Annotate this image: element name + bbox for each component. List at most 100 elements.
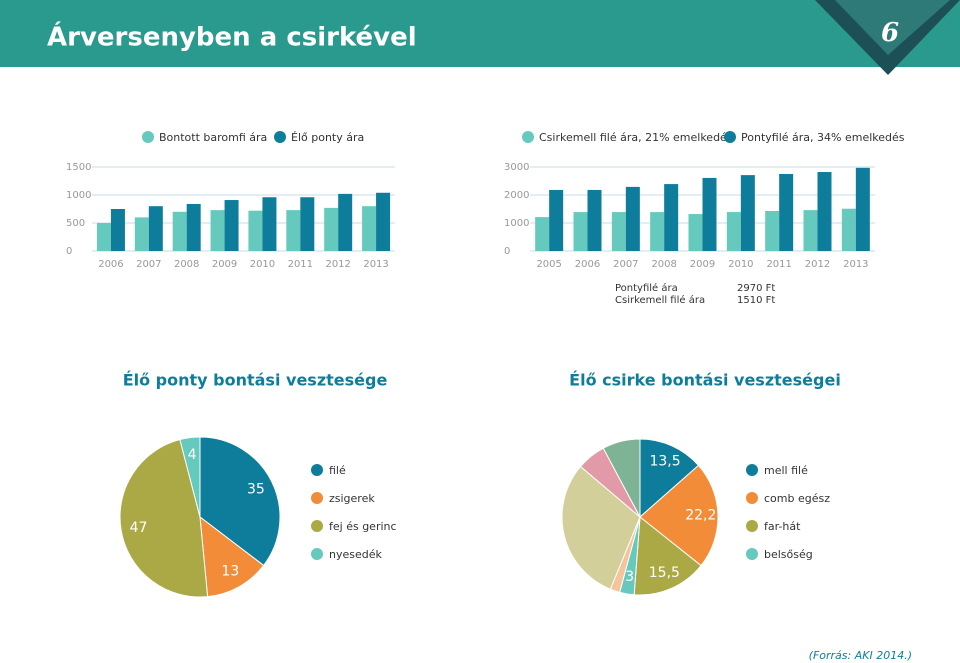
- pie-slice: [119, 438, 209, 598]
- bar: [688, 214, 703, 251]
- y-tick-label: 3000: [504, 162, 529, 173]
- y-tick-label: 0: [504, 246, 510, 257]
- bar: [855, 167, 870, 251]
- bar: [172, 211, 187, 251]
- bar: [286, 210, 301, 251]
- pie-slice: [602, 438, 641, 518]
- bar: [611, 212, 626, 251]
- legend-label: Csirkemell filé ára, 21% emelkedés: [539, 131, 733, 144]
- legend-label: far-hát: [764, 520, 801, 533]
- bar: [210, 210, 225, 251]
- legend-swatch: [746, 464, 758, 476]
- y-tick-label: 1000: [66, 190, 91, 201]
- bar: [324, 207, 339, 251]
- x-tick-label: 2006: [575, 259, 600, 270]
- pie-slice: [639, 464, 719, 567]
- y-tick-label: 2000: [504, 190, 529, 201]
- bar: [726, 212, 741, 251]
- legend-swatch: [724, 131, 736, 143]
- pie-slice: [561, 465, 641, 590]
- x-tick-label: 2006: [98, 259, 123, 270]
- legend-swatch: [311, 492, 323, 504]
- slice-label: 13,5: [649, 454, 680, 470]
- pie-title: Élő csirke bontási veszteségei: [569, 371, 841, 390]
- slice-label: 13: [221, 564, 239, 580]
- legend-swatch: [746, 492, 758, 504]
- x-tick-label: 2010: [250, 259, 275, 270]
- x-tick-label: 2009: [690, 259, 715, 270]
- legend-label: comb egész: [764, 492, 830, 505]
- legend-label: fej és gerinc: [329, 520, 397, 533]
- legend-swatch: [522, 131, 534, 143]
- legend-swatch: [746, 520, 758, 532]
- annotation-label: Pontyfilé ára: [615, 282, 678, 294]
- bar: [740, 175, 755, 251]
- x-tick-label: 2012: [325, 259, 350, 270]
- bar: [779, 174, 794, 251]
- bar: [702, 177, 717, 251]
- slice-label: 15,5: [649, 565, 680, 581]
- bar: [573, 212, 588, 251]
- legend-label: Pontyfilé ára, 34% emelkedés: [741, 131, 905, 144]
- pie-slice: [179, 436, 201, 518]
- legend-label: filé: [329, 464, 346, 477]
- legend-label: Élő ponty ára: [291, 131, 364, 144]
- x-tick-label: 2011: [766, 259, 791, 270]
- legend-swatch: [311, 464, 323, 476]
- y-tick-label: 500: [66, 218, 85, 229]
- legend-swatch: [311, 548, 323, 560]
- legend-swatch: [142, 131, 154, 143]
- bar: [587, 189, 602, 251]
- x-tick-label: 2013: [843, 259, 868, 270]
- legend-swatch: [274, 131, 286, 143]
- bar: [817, 172, 832, 251]
- bar: [338, 193, 353, 251]
- slice-label: 35: [247, 481, 265, 497]
- bar: [803, 210, 818, 251]
- legend-label: mell filé: [764, 464, 808, 477]
- x-tick-label: 2008: [174, 259, 199, 270]
- bar: [224, 200, 239, 251]
- slice-label: 47: [130, 520, 148, 536]
- slice-label: 22,2: [685, 507, 716, 523]
- pie-slice: [633, 516, 702, 596]
- y-tick-label: 0: [66, 246, 72, 257]
- slice-label: 3: [625, 569, 634, 585]
- page-title: Árversenyben a csirkével: [47, 21, 417, 53]
- x-tick-label: 2011: [288, 259, 313, 270]
- pie-slice: [199, 515, 265, 598]
- annotation-label: Csirkemell filé ára: [615, 294, 705, 306]
- bar: [625, 186, 640, 251]
- legend-label: nyesedék: [329, 548, 382, 561]
- bar: [262, 197, 277, 251]
- annotation-value: 1510 Ft: [737, 295, 775, 306]
- bar: [841, 208, 856, 251]
- page-number: 6: [881, 18, 899, 48]
- legend-label: zsigerek: [329, 492, 375, 505]
- bar: [148, 206, 163, 251]
- pie-slice: [199, 436, 281, 567]
- legend-label: belsőség: [764, 548, 813, 561]
- bar: [248, 210, 263, 251]
- bar: [376, 192, 391, 251]
- x-tick-label: 2010: [728, 259, 753, 270]
- bar: [535, 217, 550, 251]
- y-tick-label: 1500: [66, 162, 91, 173]
- slice-label: 4: [188, 447, 197, 463]
- bar: [134, 217, 149, 251]
- y-tick-label: 1000: [504, 218, 529, 229]
- header-bar: [0, 0, 960, 67]
- annotation-value: 2970 Ft: [737, 283, 775, 294]
- legend-label: Bontott baromfi ára: [159, 131, 267, 144]
- bar: [362, 206, 377, 251]
- bar: [664, 184, 679, 251]
- bar: [186, 203, 201, 251]
- legend-swatch: [746, 548, 758, 560]
- x-tick-label: 2012: [805, 259, 830, 270]
- bar: [110, 209, 125, 251]
- x-tick-label: 2007: [613, 259, 638, 270]
- legend-swatch: [311, 520, 323, 532]
- x-tick-label: 2009: [212, 259, 237, 270]
- bar: [650, 212, 665, 251]
